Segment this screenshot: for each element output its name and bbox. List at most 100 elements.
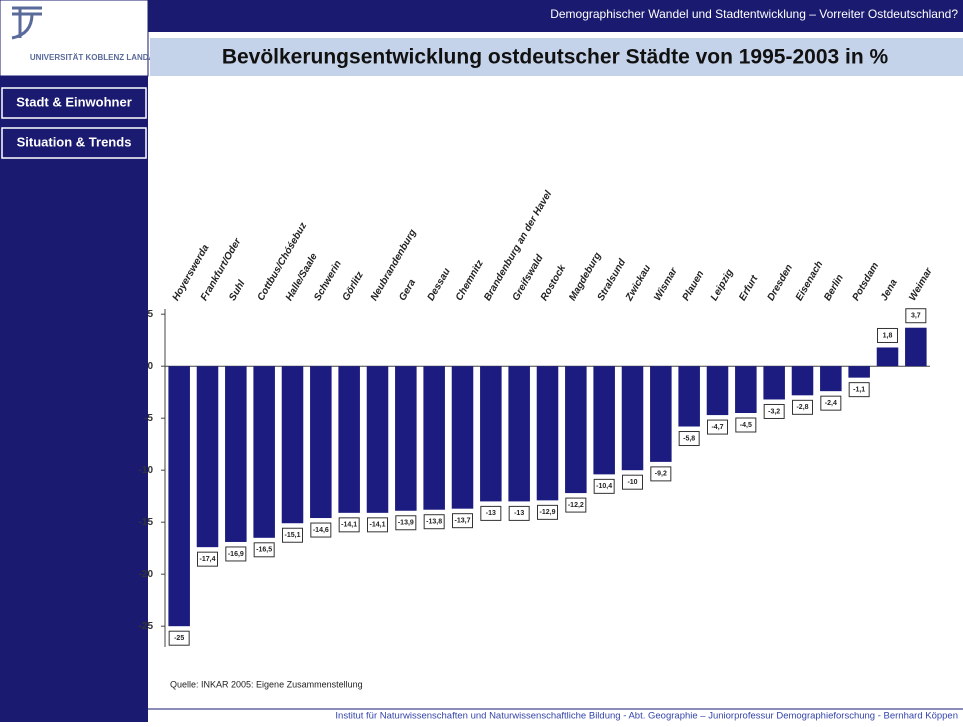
value-label-box (763, 403, 785, 419)
sidebar (0, 0, 148, 722)
value-label-box (480, 505, 502, 521)
y-tick-label: -5 (144, 413, 153, 424)
chart-title: Bevölkerungsentwicklung ostdeutscher Stä… (222, 46, 889, 69)
value-label-box (792, 399, 813, 415)
value-label-box (338, 517, 360, 533)
value-label-box (282, 527, 303, 543)
value-label: -16,9 (228, 551, 244, 558)
value-label-box (650, 466, 672, 482)
value-label: -4,5 (740, 422, 752, 429)
bar (706, 366, 729, 416)
value-label: -10,4 (596, 483, 612, 490)
value-label-box (367, 517, 388, 533)
footer-text: Institut für Naturwissenschaften und Nat… (335, 711, 958, 722)
bar (225, 366, 247, 542)
bar (621, 366, 644, 471)
bar (423, 366, 445, 510)
bar (508, 366, 530, 502)
value-label-box (395, 515, 417, 531)
logo-area (0, 0, 149, 77)
value-label-box (423, 514, 445, 530)
bar (905, 327, 927, 367)
value-label: -16,5 (256, 547, 272, 554)
value-label: -13 (486, 510, 496, 517)
bar (536, 366, 559, 501)
header-text: Demographischer Wandel und Stadtentwickl… (550, 7, 958, 21)
y-tick-label: -15 (139, 517, 154, 528)
y-tick-label: 5 (147, 309, 153, 320)
bar (820, 366, 842, 392)
value-label: -5,8 (683, 435, 695, 442)
nav-button[interactable] (1, 87, 147, 119)
value-label-box (225, 546, 247, 562)
value-label: -2,4 (825, 400, 837, 407)
value-label: -14,6 (313, 527, 329, 534)
value-label-box (678, 431, 700, 447)
value-label: 3,7 (911, 313, 921, 320)
value-label-box (622, 474, 643, 490)
title-bar (150, 38, 963, 76)
bar (593, 366, 615, 475)
y-tick-label: -20 (139, 569, 154, 580)
value-label-box (848, 382, 870, 398)
value-label: -12,2 (568, 502, 584, 509)
bar (735, 366, 757, 413)
value-label: 1,8 (883, 332, 893, 339)
value-label: -9,2 (655, 471, 667, 478)
value-label-box (905, 308, 927, 324)
value-label-box (452, 513, 473, 529)
header-bar (0, 0, 963, 32)
value-label: -14,1 (341, 522, 357, 529)
value-label: -13,9 (398, 520, 414, 527)
value-label: -13,7 (455, 518, 471, 525)
nav-label[interactable]: Stadt & Einwohner (16, 94, 132, 109)
value-label: -17,4 (200, 556, 216, 563)
value-label-box (565, 497, 587, 513)
bar (168, 366, 190, 627)
y-tick-label: -25 (139, 621, 154, 632)
value-label: -25 (174, 635, 184, 642)
value-label: -13 (514, 510, 524, 517)
value-label-box (707, 419, 728, 435)
value-label-box (593, 478, 615, 494)
value-label: -10 (627, 479, 637, 486)
logo-icon (11, 6, 42, 40)
bar (451, 366, 474, 509)
bar (650, 366, 672, 462)
nav-label[interactable]: Situation & Trends (17, 134, 132, 149)
bar (310, 366, 332, 519)
bar (480, 366, 502, 502)
value-label: -2,8 (796, 404, 808, 411)
bar (565, 366, 587, 494)
value-label-box (310, 522, 332, 538)
bar (338, 366, 360, 513)
bar (366, 366, 389, 513)
source-note: Quelle: INKAR 2005: Eigene Zusammenstell… (170, 679, 363, 689)
value-label: -1,1 (853, 386, 865, 393)
y-tick-label: -10 (139, 465, 154, 476)
bar (196, 366, 219, 548)
bar (395, 366, 417, 511)
value-label: -14,1 (370, 522, 386, 529)
bar (281, 366, 304, 524)
value-label-box (197, 551, 218, 567)
bar (253, 366, 275, 538)
bar (791, 366, 814, 396)
bar (876, 347, 899, 367)
value-label-box (168, 630, 190, 646)
nav-button[interactable] (1, 127, 147, 159)
bar (848, 366, 870, 378)
value-label: -3,2 (768, 408, 780, 415)
logo-text: UNIVERSITÄT KOBLENZ LANDAU (30, 53, 160, 62)
bar (763, 366, 785, 400)
value-label: -4,7 (711, 424, 723, 431)
value-label-box (820, 395, 842, 411)
value-label: -12,9 (540, 509, 556, 516)
value-label: -15,1 (285, 532, 301, 539)
bar (678, 366, 700, 427)
value-label-box (537, 504, 558, 520)
value-label-box (253, 542, 275, 558)
value-label-box (508, 505, 530, 521)
